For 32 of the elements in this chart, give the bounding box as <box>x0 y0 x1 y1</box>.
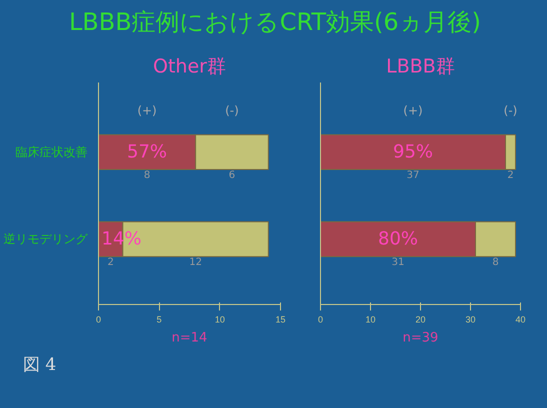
data-label: 6 <box>228 170 236 182</box>
caption: 図 4 <box>23 354 56 377</box>
data-label: 12 <box>189 257 202 268</box>
annotation: 57% <box>127 142 168 163</box>
data-label: 8 <box>144 170 150 182</box>
annotation: 80% <box>378 228 418 250</box>
x-tick-label: 10 <box>214 314 225 324</box>
x-tick-label: 20 <box>415 314 426 324</box>
chart-title: Other群 <box>153 56 226 78</box>
data-label: 37 <box>406 170 420 182</box>
x-tick-label: 40 <box>515 314 526 324</box>
data-label: 2 <box>507 170 514 182</box>
annotation: 95% <box>392 142 434 163</box>
x-tick-label: 10 <box>365 314 376 324</box>
series-label: (+) <box>403 103 423 118</box>
x-tick-label: 5 <box>156 314 162 324</box>
x-tick-label: 15 <box>275 314 286 324</box>
x-tick-label: 0 <box>318 314 324 324</box>
x-axis-title: n=39 <box>402 330 438 346</box>
series-label: (-) <box>225 103 239 118</box>
text: LBBB症例におけるCRT効果(6ヵ月後) <box>68 7 482 38</box>
data-label: 2 <box>107 257 114 268</box>
x-tick-label: 30 <box>465 314 476 324</box>
y-tick-label: 逆リモデリング <box>4 232 88 246</box>
series-label: (+) <box>137 103 157 118</box>
data-label: 8 <box>492 257 499 268</box>
y-tick-label: 臨床症状改善 <box>16 145 88 160</box>
data-label: 31 <box>392 257 404 268</box>
chart-title: LBBB群 <box>386 56 455 78</box>
x-axis-title: n=14 <box>172 330 208 346</box>
x-tick-label: 0 <box>96 314 102 324</box>
series-label: (-) <box>504 103 518 118</box>
